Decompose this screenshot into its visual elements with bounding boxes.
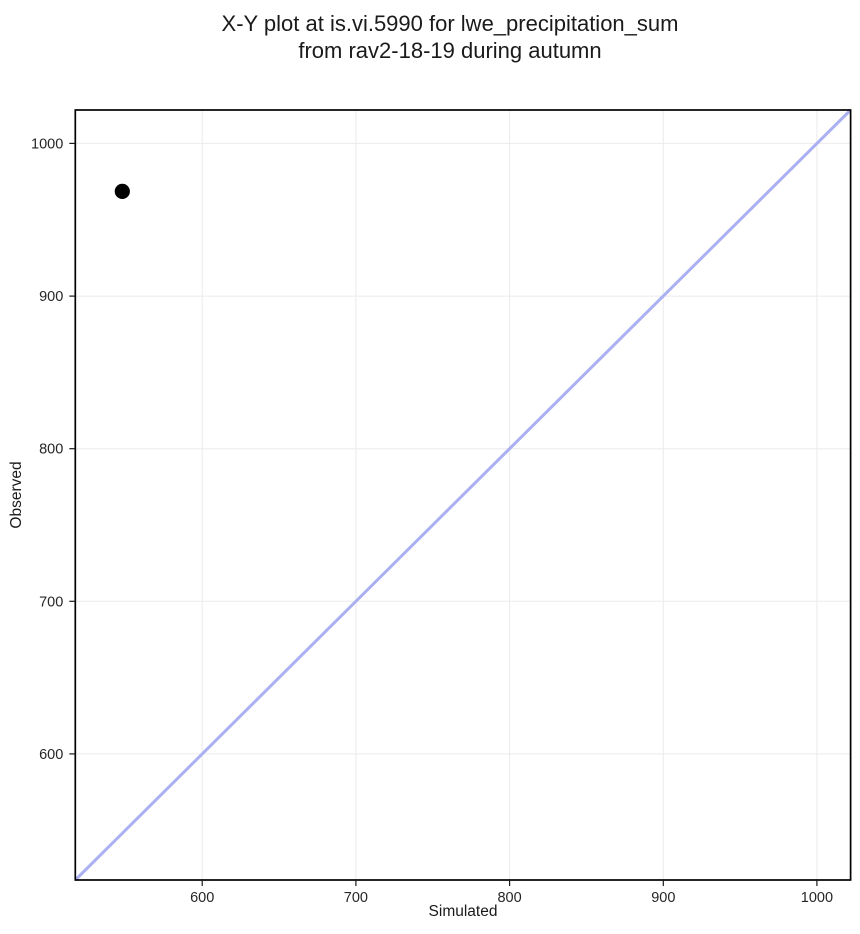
svg-text:1000: 1000 [801,890,833,906]
svg-text:900: 900 [39,289,63,305]
svg-text:600: 600 [39,747,63,763]
svg-text:800: 800 [39,442,63,458]
svg-text:700: 700 [344,890,368,906]
svg-text:600: 600 [190,890,214,906]
svg-text:1000: 1000 [31,136,63,152]
svg-text:900: 900 [651,890,675,906]
svg-text:700: 700 [39,594,63,610]
svg-text:800: 800 [497,890,521,906]
